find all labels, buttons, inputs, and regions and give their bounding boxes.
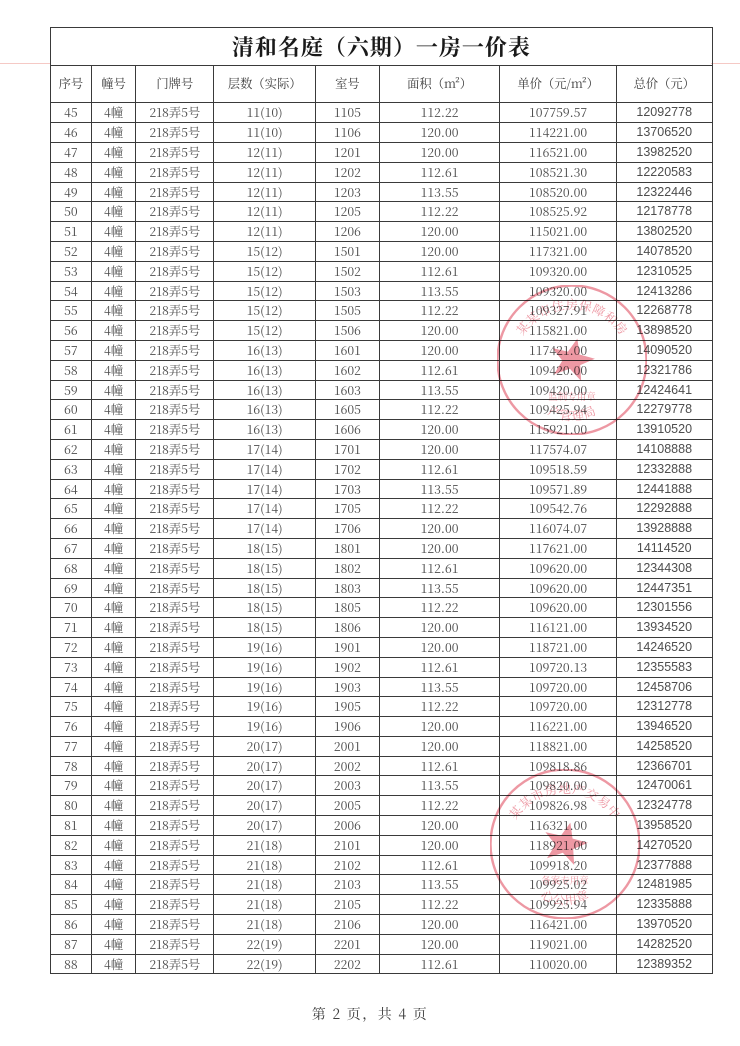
svg-text:监制专用章: 监制专用章	[548, 389, 596, 403]
svg-text:某某市住房保障和房: 某某市住房保障和房	[512, 295, 633, 339]
svg-text:产管理局: 产管理局	[545, 401, 598, 425]
svg-text:备案专用章: 备案专用章	[541, 873, 589, 887]
svg-text:某某市房地产交易中: 某某市房地产交易中	[505, 779, 626, 823]
svg-text:心公用章: 心公用章	[538, 885, 591, 909]
